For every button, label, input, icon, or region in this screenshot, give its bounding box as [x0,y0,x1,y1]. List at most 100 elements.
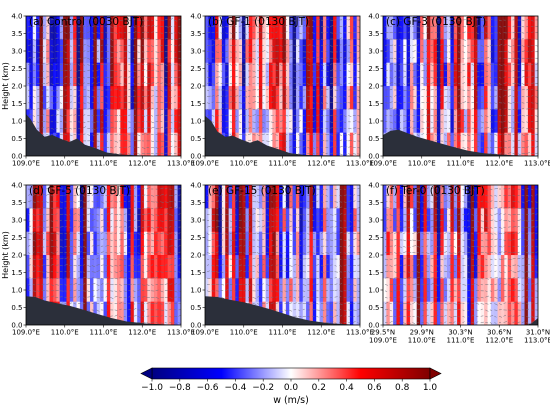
w-cell [299,255,303,279]
w-cell [400,109,404,133]
w-cell [450,39,454,63]
w-cell [347,63,351,87]
w-cell [266,208,270,232]
w-cell [144,16,148,40]
w-cell [450,109,454,133]
w-cell [33,232,37,256]
w-cell [66,208,70,232]
w-cell [218,232,222,256]
w-cell [130,278,134,302]
x-tick-label: 110.0°E [51,329,79,337]
w-cell [63,63,67,87]
w-cell [157,63,161,87]
w-cell [127,232,131,256]
w-cell [77,63,81,87]
w-cell [518,16,522,40]
w-cell [93,208,97,232]
w-cell [245,208,249,232]
w-cell [151,185,155,209]
y-tick-label: 4.0 [190,12,201,20]
w-cell [427,109,431,133]
w-cell [154,185,158,209]
w-cell [340,133,344,157]
w-cell [249,63,253,87]
w-cell [410,109,414,133]
w-cell [205,39,209,63]
w-cell [212,39,216,63]
w-cell [208,39,212,63]
w-cell [383,86,387,110]
w-cell [296,86,300,110]
w-cell [316,39,320,63]
y-tick-label: 1.0 [368,117,379,125]
w-cell [471,109,475,133]
y-tick-label: 1.5 [190,100,201,108]
w-cell [518,133,522,157]
w-cell [205,86,209,110]
w-cell [498,16,502,40]
w-cell [110,86,114,110]
w-cell [171,208,175,232]
w-cell [336,208,340,232]
w-cell [127,278,131,302]
w-cell [212,232,216,256]
w-cell [147,302,151,326]
w-cell [39,63,43,87]
w-cell [514,86,518,110]
w-cell [336,39,340,63]
w-cell [293,278,297,302]
w-cell [242,109,246,133]
w-cell [347,255,351,279]
w-cell [232,63,236,87]
w-cell [494,39,498,63]
w-cell [130,63,134,87]
w-cell [171,86,175,110]
w-cell [276,278,280,302]
w-cell [66,63,70,87]
w-cell [498,133,502,157]
w-cell [511,86,515,110]
w-cell [330,63,334,87]
w-cell [256,232,260,256]
w-cell [33,255,37,279]
w-cell [70,208,74,232]
panel-4: (d) GF-5 (0130 BJT)0.00.51.01.52.02.53.0… [1,181,195,336]
w-cell [262,232,266,256]
w-cell [333,185,337,209]
w-cell [484,109,488,133]
w-cell [134,302,138,326]
w-cell [269,39,273,63]
w-cell [393,86,397,110]
w-cell [487,39,491,63]
w-cell [215,39,219,63]
w-cell [330,255,334,279]
w-cell [487,86,491,110]
w-cell [514,133,518,157]
w-cell [154,208,158,232]
w-cell [104,208,108,232]
w-cell [157,302,161,326]
w-cell [350,232,354,256]
w-cell [171,255,175,279]
w-cell [235,278,239,302]
w-cell [168,63,172,87]
w-cell [333,255,337,279]
w-cell [104,232,108,256]
w-cell [420,63,424,87]
w-cell [77,39,81,63]
w-cell [104,278,108,302]
w-cell [117,39,121,63]
w-cell [326,208,330,232]
w-cell [293,255,297,279]
w-cell [110,63,114,87]
y-tick-label: 2.5 [190,65,201,73]
w-cell [299,63,303,87]
w-cell [262,63,266,87]
w-cell [350,255,354,279]
w-cell [171,185,175,209]
y-tick-label: 2.0 [11,82,22,90]
w-cell [514,39,518,63]
w-cell [521,133,525,157]
w-cell [400,39,404,63]
w-cell [77,86,81,110]
